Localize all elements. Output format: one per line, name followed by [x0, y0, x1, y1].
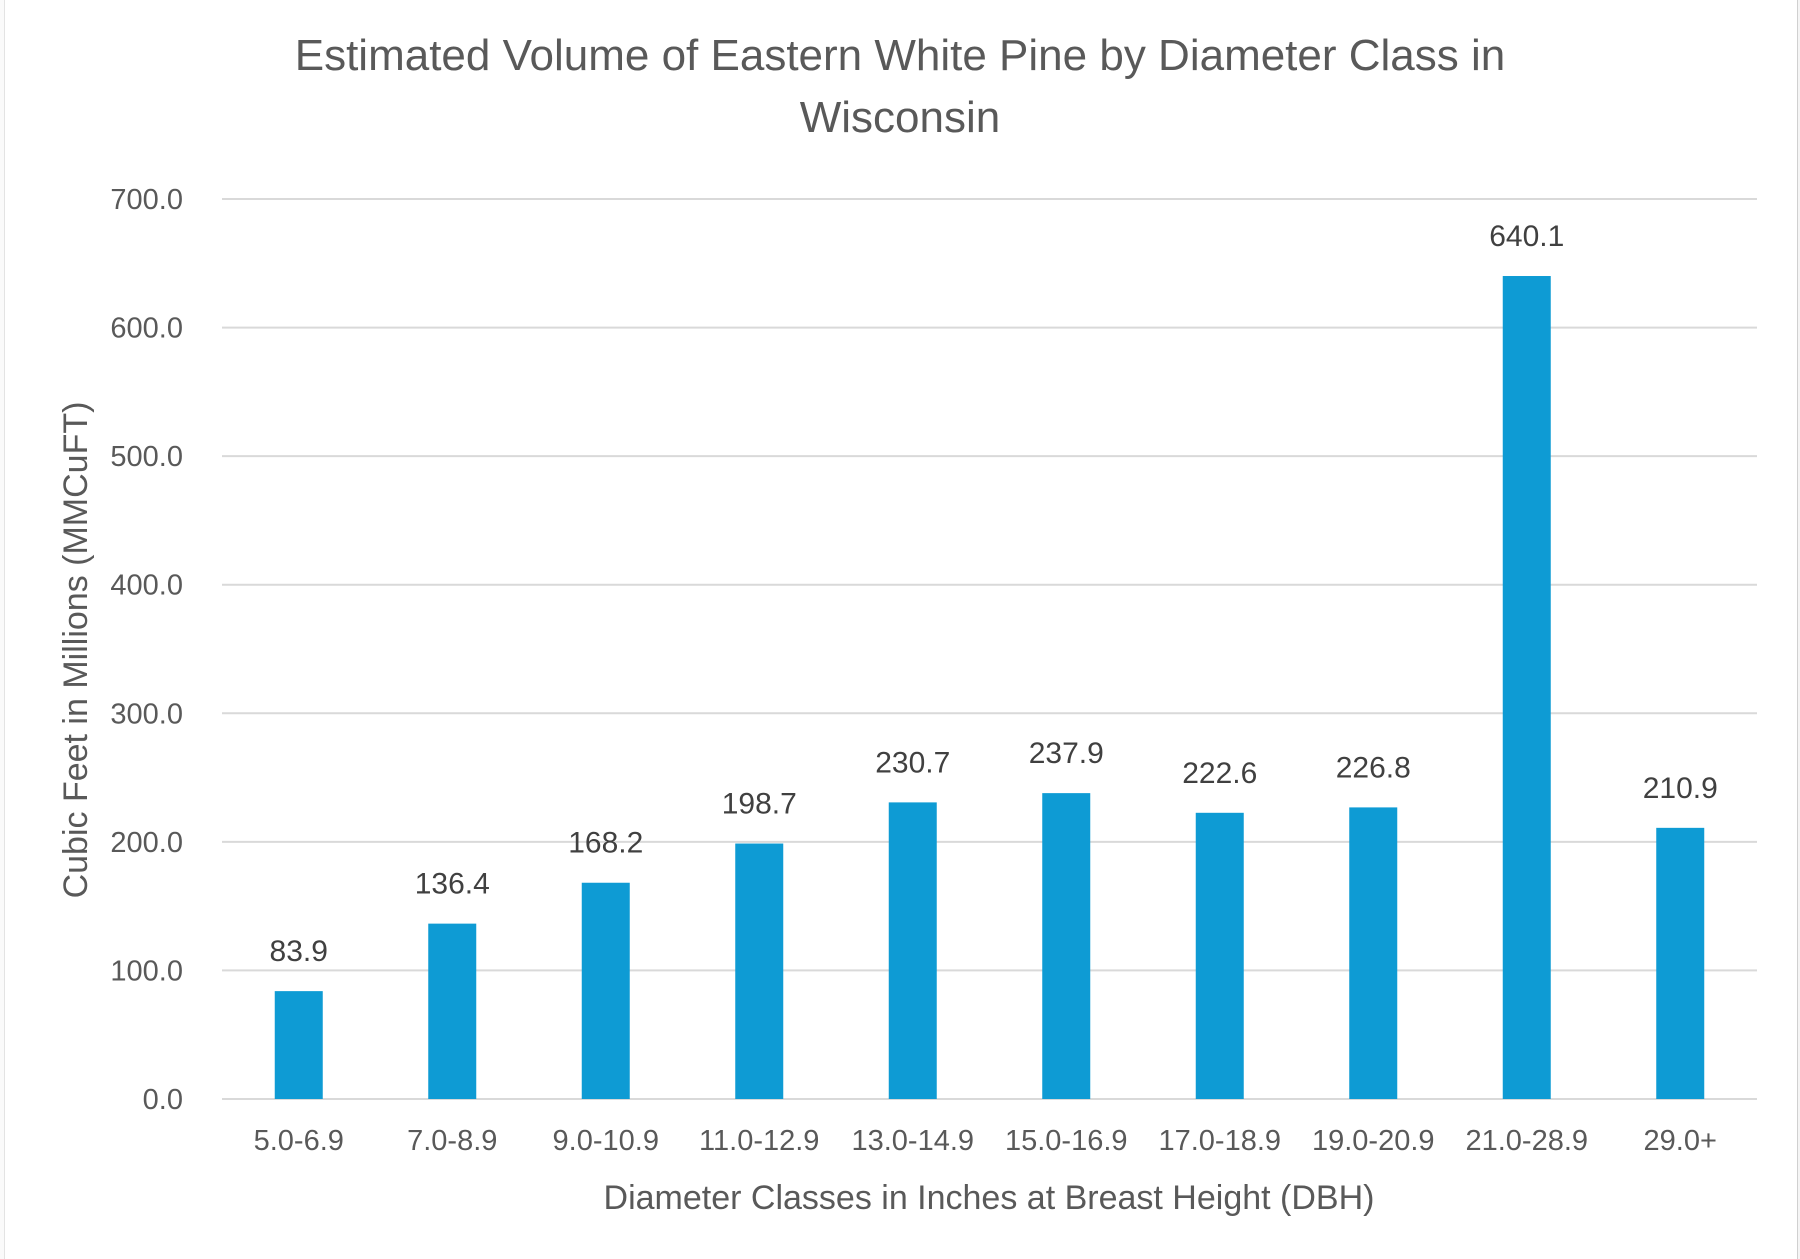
data-label-5.0-6.9: 83.9 — [270, 935, 328, 968]
data-label-11.0-12.9: 198.7 — [722, 788, 797, 821]
data-label-15.0-16.9: 237.9 — [1029, 737, 1104, 770]
y-tick-label: 200.0 — [110, 827, 183, 859]
x-axis-ticks: 5.0-6.9 7.0-8.9 9.0-10.9 11.0-12.9 13.0-14.9… — [254, 1125, 1717, 1157]
y-tick-label: 300.0 — [110, 698, 183, 730]
x-tick-label-19.0-20.9: 19.0-20.9 — [1312, 1125, 1435, 1157]
chart-title-line-2: Wisconsin — [800, 93, 1001, 142]
bar-19.0-20.9 — [1349, 807, 1398, 1099]
gridlines — [222, 198, 1757, 1100]
bar-13.0-14.9 — [888, 802, 937, 1099]
x-tick-label-15.0-16.9: 15.0-16.9 — [1005, 1125, 1128, 1157]
sheet-edge-right — [1797, 0, 1800, 1259]
x-tick-label-7.0-8.9: 7.0-8.9 — [407, 1125, 497, 1157]
data-label-29.0+: 210.9 — [1643, 772, 1718, 805]
x-tick-label-21.0-28.9: 21.0-28.9 — [1465, 1125, 1588, 1157]
sheet-edge-left — [0, 0, 5, 1259]
data-label-19.0-20.9: 226.8 — [1336, 751, 1411, 784]
data-label-7.0-8.9: 136.4 — [415, 868, 490, 901]
y-tick-label: 700.0 — [110, 184, 183, 216]
chart-title-line-1: Estimated Volume of Eastern White Pine b… — [295, 31, 1506, 80]
y-tick-label: 400.0 — [110, 570, 183, 602]
data-labels: 83.9 136.4 168.2 198.7 230.7 237.9 222.6 226.8 6… — [270, 220, 1718, 968]
bar-7.0-8.9 — [428, 923, 477, 1099]
bars — [274, 276, 1705, 1099]
x-tick-label-11.0-12.9: 11.0-12.9 — [699, 1125, 819, 1157]
x-tick-label-9.0-10.9: 9.0-10.9 — [553, 1125, 659, 1157]
y-tick-label: 0.0 — [143, 1084, 183, 1116]
bar-15.0-16.9 — [1042, 793, 1091, 1099]
y-tick-label: 100.0 — [110, 955, 183, 987]
data-label-17.0-18.9: 222.6 — [1182, 757, 1257, 790]
data-label-13.0-14.9: 230.7 — [875, 746, 950, 779]
bar-29.0+ — [1656, 827, 1705, 1099]
x-tick-label-17.0-18.9: 17.0-18.9 — [1158, 1125, 1281, 1157]
x-tick-label-5.0-6.9: 5.0-6.9 — [254, 1125, 344, 1157]
bar-17.0-18.9 — [1195, 812, 1244, 1099]
x-tick-label-29.0+: 29.0+ — [1644, 1125, 1717, 1157]
y-tick-label: 600.0 — [110, 313, 183, 345]
bar-5.0-6.9 — [274, 991, 323, 1099]
bar-21.0-28.9 — [1502, 276, 1551, 1099]
x-axis-title: Diameter Classes in Inches at Breast Hei… — [604, 1179, 1375, 1217]
data-label-21.0-28.9: 640.1 — [1489, 220, 1564, 253]
bar-11.0-12.9 — [735, 843, 784, 1099]
x-tick-label-13.0-14.9: 13.0-14.9 — [851, 1125, 974, 1157]
y-tick-label: 500.0 — [110, 441, 183, 473]
y-axis-title: Cubic Feet in Millions (MMCuFT) — [57, 402, 95, 899]
y-axis-ticks: 0.0 100.0 200.0 300.0 400.0 500.0 600.0 700.0 — [110, 184, 183, 1116]
bar-9.0-10.9 — [581, 882, 630, 1099]
data-label-9.0-10.9: 168.2 — [568, 827, 643, 860]
